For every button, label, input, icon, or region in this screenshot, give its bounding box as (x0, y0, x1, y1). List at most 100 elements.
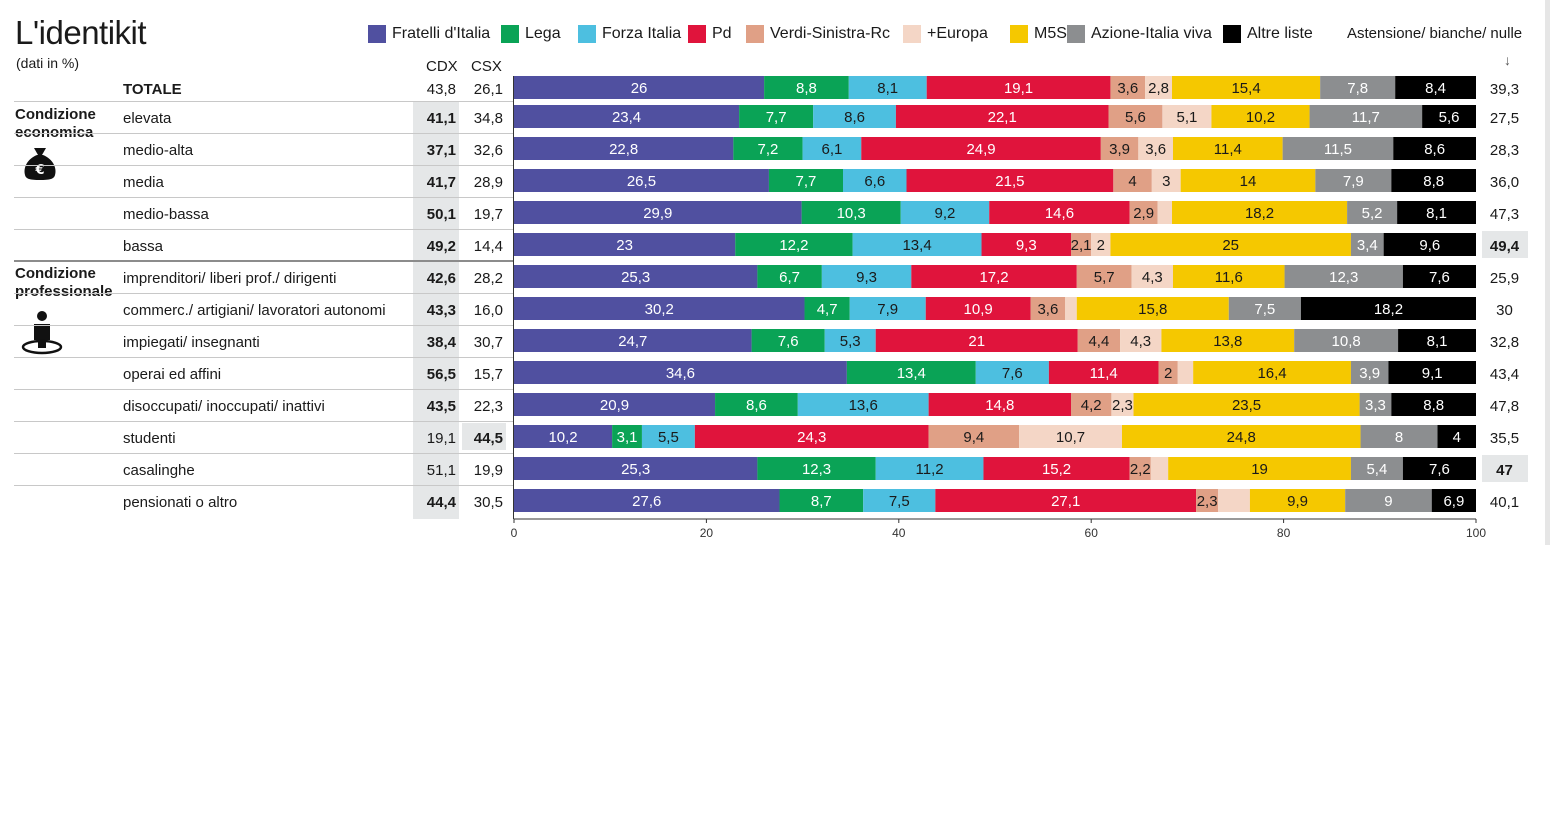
bar-value-label: 5,3 (840, 333, 861, 350)
bar-segment (1133, 393, 1360, 416)
bar-segment (1350, 457, 1403, 480)
bar-value-label: 4,4 (1088, 333, 1109, 350)
row-label: medio-alta (123, 141, 194, 159)
legend-label: Fratelli d'Italia (392, 25, 491, 42)
bar-value-label: 8,6 (1424, 141, 1445, 158)
svg-text:€: € (34, 163, 44, 178)
bar-value-label: 3 (1162, 173, 1170, 190)
bar-segment (928, 425, 1020, 448)
bar-value-label: 7,7 (766, 109, 787, 126)
panel-edge (1545, 0, 1550, 545)
row-divider (14, 357, 514, 358)
row-divider (14, 389, 514, 390)
bar-segment (981, 233, 1071, 256)
bar-value-label: 8,6 (746, 397, 767, 414)
bar-value-label: 3,6 (1117, 80, 1138, 97)
csx-value: 34,8 (473, 109, 503, 127)
csx-value: 26,1 (473, 80, 503, 98)
bar-segment (1402, 457, 1476, 480)
bar-segment (821, 265, 912, 288)
bar-value-label: 8,8 (796, 80, 817, 97)
bar-segment (1129, 201, 1158, 224)
bar-value-label: 4,2 (1081, 397, 1102, 414)
bar-value-label: 25 (1222, 237, 1239, 254)
bar-segment (1071, 233, 1092, 256)
bar-segment (1360, 425, 1438, 448)
bar-segment (802, 137, 862, 160)
bar-value-label: 5,6 (1125, 109, 1146, 126)
bar-value-label: 9,2 (935, 205, 956, 222)
bar-segment (514, 489, 780, 512)
bar-value-label: 8,1 (1426, 205, 1447, 222)
row-divider (14, 133, 514, 134)
page-subtitle: (dati in %) (16, 55, 80, 71)
bar-segment (514, 425, 613, 448)
row-label: impiegati/ insegnanti (123, 333, 260, 351)
legend-label: Altre liste (1247, 25, 1313, 42)
bar-segment (861, 137, 1101, 160)
abstention-value: 32,8 (1489, 333, 1520, 351)
row-divider (14, 293, 514, 294)
legend-swatch (1223, 25, 1241, 43)
bar-segment (1172, 201, 1348, 224)
bar-value-label: 15,2 (1042, 461, 1071, 478)
bar-segment (1391, 393, 1476, 416)
bar-segment (1145, 76, 1173, 99)
bar-value-label: 14,8 (985, 397, 1014, 414)
group-label-economic: Condizione economica (15, 106, 96, 141)
bar-segment (514, 329, 752, 352)
cdx-column-header: CDX (426, 58, 458, 75)
abstention-value: 47 (1496, 461, 1513, 479)
row-label: disoccupati/ inoccupati/ inattivi (123, 397, 325, 415)
bar-value-label: 11,7 (1352, 109, 1380, 126)
bar-segment (926, 76, 1111, 99)
abstention-value: 28,3 (1489, 141, 1520, 159)
bar-segment (1391, 169, 1476, 192)
bar-segment (757, 265, 822, 288)
bar-value-label: 18,2 (1374, 301, 1403, 318)
bar-segment (514, 265, 758, 288)
page-title: L'identikit (15, 14, 147, 51)
bar-segment (1249, 489, 1346, 512)
bar-segment (514, 105, 740, 128)
bar-segment (1162, 105, 1212, 128)
cdx-value: 43,5 (426, 397, 456, 415)
row-label: studenti (123, 429, 176, 447)
bar-value-label: 25,3 (621, 461, 650, 478)
bar-value-label: 4,3 (1130, 333, 1151, 350)
bar-value-label: 15,4 (1231, 80, 1260, 97)
bar-value-label: 20,9 (600, 397, 629, 414)
bar-value-label: 29,9 (643, 205, 672, 222)
bar-segment (1282, 137, 1394, 160)
bar-segment (813, 105, 896, 128)
legend-label: +Europa (927, 25, 988, 42)
bar-value-label: 3,4 (1357, 237, 1378, 254)
legend-label: M5S (1034, 25, 1067, 42)
row-divider (14, 165, 514, 166)
bar-segment (751, 329, 825, 352)
bar-value-label: 16,4 (1257, 365, 1286, 382)
bar-value-label: 14,6 (1045, 205, 1074, 222)
abstention-value: 49,4 (1489, 237, 1520, 255)
x-tick-label: 80 (1277, 526, 1291, 540)
bar-segment (1019, 425, 1122, 448)
bar-value-label: 9 (1384, 493, 1392, 510)
bar-segment (514, 233, 736, 256)
bar-value-label: 6,7 (779, 269, 800, 286)
bar-segment (1129, 457, 1151, 480)
x-tick-label: 0 (511, 526, 518, 540)
bar-segment (1177, 361, 1194, 384)
bar-value-label: 12,3 (1329, 269, 1358, 286)
bar-segment (1108, 105, 1163, 128)
bar-segment (1345, 489, 1432, 512)
bar-value-label: 12,3 (802, 461, 831, 478)
bar-value-label: 9,9 (1287, 493, 1308, 510)
bar-value-label: 4 (1128, 173, 1136, 190)
bar-value-label: 7,2 (758, 141, 779, 158)
stacked-bar-chart: 26 8,8 8,1 19,1 3,6 2,8 15,4 7,8 8,423,4 7,7 8,6 22… (511, 76, 1486, 540)
bar-segment (1315, 169, 1392, 192)
bar-segment (1113, 169, 1152, 192)
cdx-value: 51,1 (426, 461, 456, 479)
row-divider (14, 197, 514, 198)
bar-value-label: 10,7 (1056, 429, 1085, 446)
